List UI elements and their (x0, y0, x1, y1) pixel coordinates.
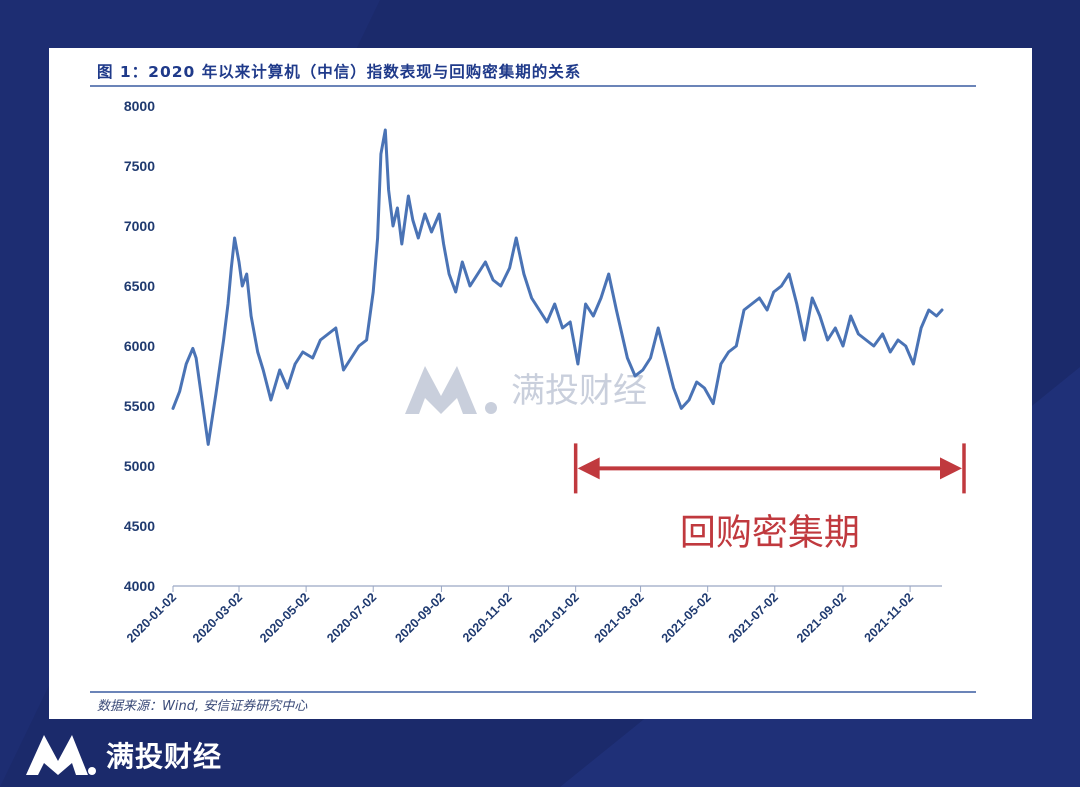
figure-title: 图 1：2020 年以来计算机（中信）指数表现与回购密集期的关系 (97, 63, 582, 81)
y-tick-label: 7000 (124, 218, 155, 234)
y-tick-label: 5500 (124, 398, 155, 414)
y-tick-label: 7500 (124, 158, 155, 174)
source-divider (90, 691, 976, 693)
watermark: 满投财经 (405, 366, 647, 414)
x-tick-label: 2020-01-02 (124, 590, 179, 645)
watermark-text: 满投财经 (511, 371, 647, 411)
x-tick-label: 2020-03-02 (190, 590, 245, 645)
series-line (171, 128, 944, 446)
x-tick-label: 2021-11-02 (862, 590, 917, 645)
arrowhead-right (940, 457, 963, 480)
annotation-label: 回购密集期 (680, 512, 860, 553)
mm-logo-icon (26, 735, 96, 775)
annotation-layer: 回购密集期 (573, 443, 966, 553)
x-tick-label: 2020-07-02 (324, 590, 379, 645)
x-tick-label: 2020-11-02 (460, 590, 515, 645)
series-layer (171, 128, 944, 446)
arrowhead-left (577, 457, 600, 480)
y-tick-label: 6500 (124, 278, 155, 294)
mm-logo-icon (405, 366, 497, 414)
y-tick-label: 8000 (124, 98, 155, 114)
figure-card: 图 1：2020 年以来计算机（中信）指数表现与回购密集期的关系 满投财经 40… (49, 48, 1032, 719)
y-tick-label: 4500 (124, 518, 155, 534)
brand-name: 满投财经 (106, 740, 223, 773)
y-tick-label: 6000 (124, 338, 155, 354)
line-chart: 满投财经 4000 4500 5000 5500 6000 6500 7000 7500 800… (124, 98, 966, 645)
title-divider (90, 85, 976, 87)
x-tick-label: 2021-07-02 (726, 590, 781, 645)
y-tick-label: 5000 (124, 458, 155, 474)
x-tick-label: 2021-01-02 (527, 590, 582, 645)
brand-bar: 满投财经 (26, 730, 222, 780)
x-tick-label: 2021-05-02 (659, 590, 714, 645)
x-tick-label: 2020-05-02 (257, 590, 312, 645)
x-tick-label: 2021-03-02 (592, 590, 647, 645)
x-tick-label: 2021-09-02 (794, 590, 849, 645)
x-tick-label: 2020-09-02 (392, 590, 447, 645)
figure-source: 数据来源：Wind, 安信证券研究中心 (97, 699, 308, 714)
y-tick-label: 4000 (124, 578, 155, 594)
